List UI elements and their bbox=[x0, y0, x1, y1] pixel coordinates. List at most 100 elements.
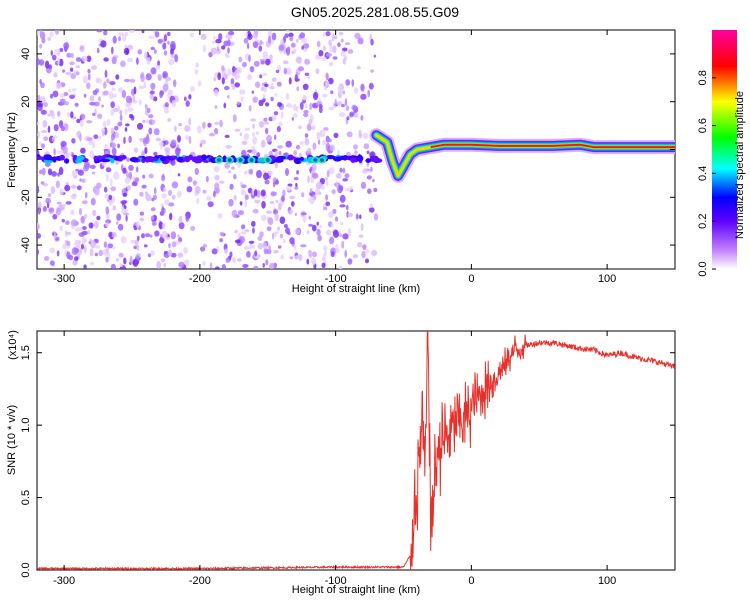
noise-blob bbox=[136, 166, 139, 173]
noise-blob bbox=[158, 221, 164, 230]
noise-blob bbox=[318, 104, 323, 109]
noise-blob bbox=[51, 171, 57, 177]
noise-blob bbox=[45, 197, 51, 204]
noise-blob bbox=[123, 47, 130, 56]
noise-blob bbox=[265, 58, 271, 66]
noise-blob bbox=[37, 233, 41, 239]
noise-blob bbox=[339, 167, 343, 173]
noise-blob bbox=[224, 134, 230, 138]
noise-blob bbox=[213, 190, 216, 198]
noise-blob bbox=[37, 208, 41, 215]
noise-blob bbox=[221, 65, 225, 72]
noise-blob bbox=[279, 216, 286, 224]
noise-blob bbox=[81, 55, 88, 62]
noise-blob bbox=[216, 45, 220, 52]
noise-blob bbox=[265, 210, 273, 214]
noise-blob bbox=[79, 119, 84, 127]
noise-blob bbox=[252, 96, 258, 103]
noise-blob bbox=[334, 98, 337, 106]
noise-blob bbox=[312, 172, 319, 179]
noise-blob bbox=[65, 231, 72, 236]
noise-blob bbox=[102, 120, 107, 128]
noise-blob bbox=[63, 42, 70, 50]
noise-blob bbox=[293, 177, 299, 181]
noise-blob bbox=[103, 30, 108, 36]
noise-blob bbox=[347, 212, 354, 217]
noise-blob bbox=[316, 181, 323, 190]
noise-blob bbox=[188, 94, 192, 100]
noise-blob bbox=[116, 258, 119, 262]
noise-blob bbox=[337, 85, 343, 93]
noise-line-blob bbox=[356, 155, 364, 162]
noise-blob bbox=[217, 213, 223, 219]
noise-blob bbox=[299, 141, 304, 145]
noise-blob bbox=[177, 234, 180, 238]
noise-blob bbox=[151, 197, 155, 202]
noise-blob bbox=[263, 172, 269, 181]
noise-blob bbox=[110, 127, 115, 135]
noise-blob bbox=[143, 80, 147, 89]
noise-blob bbox=[111, 46, 114, 55]
noise-blob bbox=[244, 194, 249, 200]
noise-blob bbox=[364, 258, 370, 264]
noise-blob bbox=[337, 42, 341, 47]
noise-blob bbox=[164, 199, 170, 206]
noise-blob bbox=[167, 118, 172, 122]
noise-blob bbox=[218, 180, 225, 184]
noise-blob bbox=[189, 32, 194, 38]
noise-blob bbox=[295, 144, 301, 150]
noise-blob bbox=[126, 185, 131, 191]
noise-blob bbox=[47, 193, 52, 198]
noise-blob bbox=[248, 54, 251, 63]
noise-blob bbox=[213, 35, 216, 40]
noise-blob bbox=[294, 186, 299, 190]
noise-blob bbox=[41, 130, 48, 133]
noise-blob bbox=[325, 143, 331, 152]
noise-blob bbox=[81, 178, 85, 183]
noise-line-blob bbox=[232, 157, 237, 163]
noise-blob bbox=[154, 230, 160, 237]
noise-blob bbox=[47, 125, 51, 133]
noise-blob bbox=[299, 32, 306, 39]
noise-blob bbox=[231, 209, 238, 218]
noise-blob bbox=[86, 120, 93, 124]
noise-blob bbox=[281, 195, 285, 202]
noise-blob bbox=[219, 238, 224, 243]
noise-blob bbox=[50, 93, 53, 99]
noise-blob bbox=[360, 93, 367, 100]
noise-blob bbox=[103, 186, 108, 193]
noise-blob bbox=[76, 118, 81, 124]
noise-blob bbox=[225, 145, 232, 149]
noise-blob bbox=[360, 223, 364, 231]
noise-blob bbox=[273, 111, 279, 116]
noise-blob bbox=[66, 112, 71, 117]
noise-blob bbox=[271, 77, 277, 83]
noise-blob bbox=[262, 51, 269, 60]
top-y-tick-label: -20 bbox=[20, 189, 32, 205]
noise-blob bbox=[366, 150, 370, 155]
noise-blob bbox=[336, 172, 342, 179]
noise-blob bbox=[194, 69, 199, 75]
noise-blob bbox=[75, 227, 82, 232]
noise-blob bbox=[171, 241, 177, 248]
noise-blob bbox=[243, 245, 250, 250]
top-x-axis: -300 -200 -100 0 100 bbox=[53, 30, 616, 285]
noise-blob bbox=[71, 170, 78, 178]
top-y-axis: -40 -20 0 20 40 bbox=[20, 48, 675, 253]
noise-blob bbox=[339, 194, 346, 203]
noise-blob bbox=[57, 57, 60, 65]
noise-blob bbox=[274, 93, 278, 97]
top-y-tick-label: -40 bbox=[20, 237, 32, 253]
noise-blob bbox=[298, 66, 304, 72]
noise-blob bbox=[110, 186, 116, 192]
noise-blob bbox=[329, 45, 333, 53]
noise-blob bbox=[206, 196, 212, 201]
noise-blob bbox=[100, 40, 107, 48]
noise-blob bbox=[37, 121, 40, 126]
noise-blob bbox=[65, 152, 71, 157]
noise-blob bbox=[331, 189, 336, 195]
noise-blob bbox=[70, 225, 75, 230]
noise-blob bbox=[64, 184, 71, 192]
noise-blob bbox=[318, 50, 324, 57]
noise-blob bbox=[252, 208, 259, 214]
